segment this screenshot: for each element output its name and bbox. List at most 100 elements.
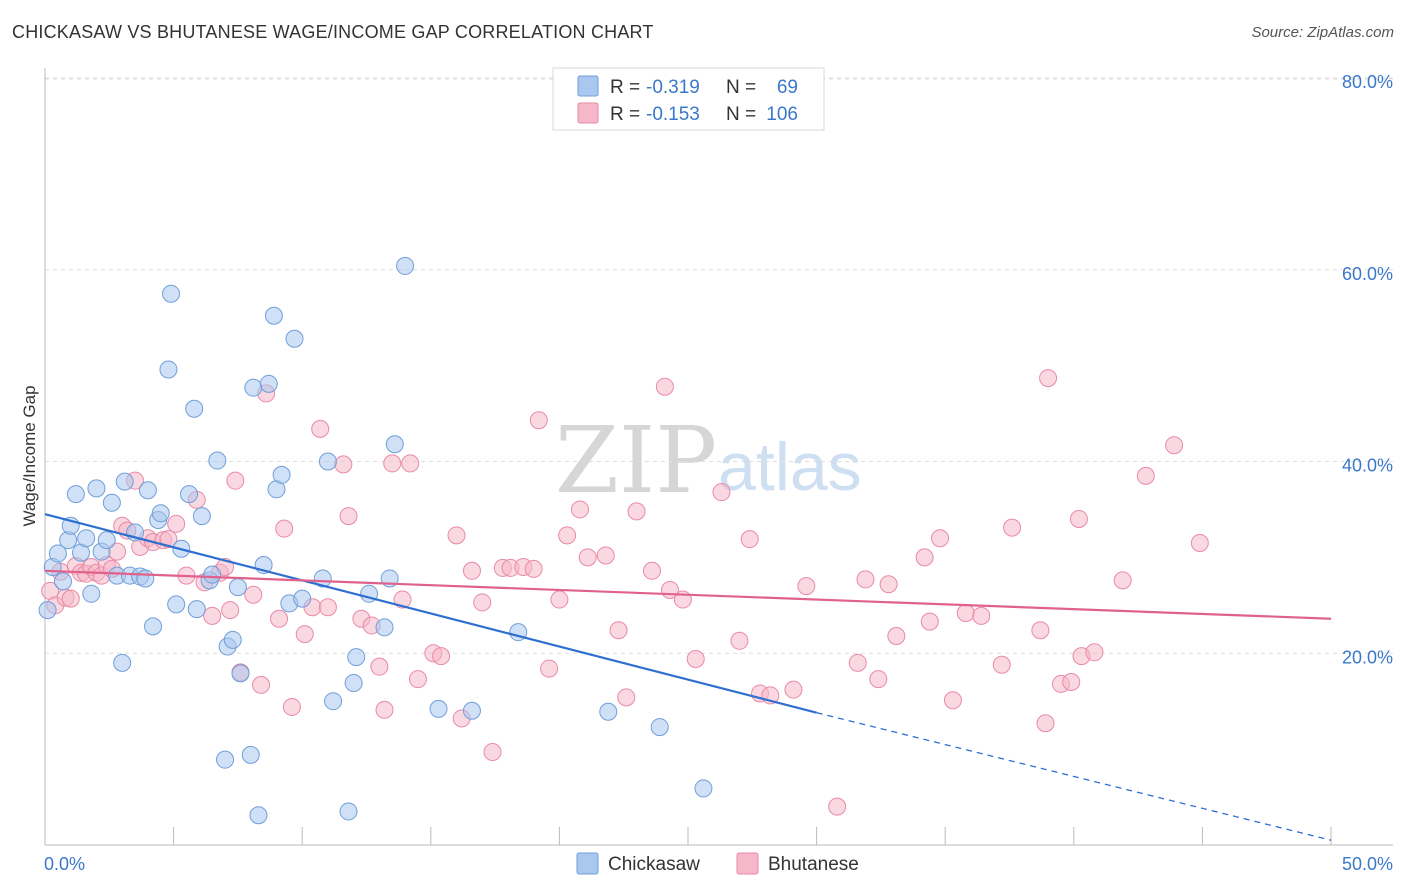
bhutanese-point [203, 606, 222, 625]
bhutanese-point [570, 500, 589, 519]
bhutanese-point [686, 650, 705, 669]
legend-chickasaw-swatch [576, 852, 599, 875]
chickasaw-point [115, 472, 134, 491]
bhutanese-point [1031, 621, 1050, 640]
legend-bhutanese-label: Bhutanese [768, 854, 859, 875]
chickasaw-point [102, 493, 121, 512]
chickasaw-point [54, 572, 73, 591]
bhutanese-point [61, 589, 80, 608]
bhutanese-point [828, 797, 847, 816]
bhutanese-point [167, 514, 186, 533]
chickasaw-trend-extension [816, 712, 1332, 841]
chickasaw-point [385, 435, 404, 454]
bhutanese-point [270, 609, 289, 628]
watermark-zip: ZIP [555, 407, 717, 514]
bhutanese-point [943, 691, 962, 710]
y-tick-label: 60.0% [1342, 264, 1393, 284]
bhutanese-point [1136, 466, 1155, 485]
bhutanese-point [655, 377, 674, 396]
bhutanese-point [1003, 518, 1022, 537]
bhutanese-point [1190, 533, 1209, 552]
bhutanese-point [282, 697, 301, 716]
chickasaw-point [241, 745, 260, 764]
chickasaw-point [285, 329, 304, 348]
legend-chickasaw-label: Chickasaw [608, 854, 700, 875]
stats-n-value-2: 106 [766, 104, 798, 125]
chickasaw-point [82, 584, 101, 603]
bhutanese-point [848, 653, 867, 672]
bhutanese-point [797, 577, 816, 596]
bhutanese-point [578, 548, 597, 567]
bhutanese-point [784, 680, 803, 699]
bhutanese-point [915, 548, 934, 567]
bhutanese-point [617, 688, 636, 707]
bhutanese-point [311, 419, 330, 438]
bhutanese-point [318, 598, 337, 617]
bhutanese-point [1165, 436, 1184, 455]
bhutanese-point [524, 559, 543, 578]
chickasaw-point [136, 569, 155, 588]
bhutanese-point [550, 590, 569, 609]
chickasaw-point [313, 569, 332, 588]
tick-labels: 20.0% 40.0% 60.0% 80.0% 0.0% 50.0% [44, 72, 1393, 874]
chickasaw-point [162, 284, 181, 303]
stats-n-label-2: N = [726, 104, 756, 125]
bhutanese-point [1113, 571, 1132, 590]
bhutanese-point [393, 590, 412, 609]
chickasaw-point [185, 399, 204, 418]
chickasaw-point [228, 578, 247, 597]
bhutanese-point [1062, 673, 1081, 692]
chickasaw-point [293, 589, 312, 608]
watermark: ZIP atlas [555, 407, 862, 514]
bhutanese-point [383, 454, 402, 473]
chickasaw-point [138, 481, 157, 500]
chickasaw-point [244, 378, 263, 397]
chickasaw-point [339, 802, 358, 821]
chickasaw-point [324, 692, 343, 711]
y-axis-title: Wage/Income Gap [20, 385, 39, 526]
bhutanese-point [334, 455, 353, 474]
chickasaw-point [694, 779, 713, 798]
y-tick-label: 40.0% [1342, 456, 1393, 476]
chickasaw-point [180, 485, 199, 504]
x-tick-label-min: 0.0% [44, 854, 85, 874]
bhutanese-point [473, 593, 492, 612]
chickasaw-point [192, 507, 211, 526]
chickasaw-point [318, 452, 337, 471]
bhutanese-point [244, 585, 263, 604]
source-credit: Source: ZipAtlas.com [1251, 24, 1394, 41]
chickasaw-point [429, 699, 448, 718]
y-tick-label: 20.0% [1342, 647, 1393, 667]
chickasaw-point [48, 544, 67, 563]
chickasaw-point [249, 806, 268, 825]
bhutanese-point [339, 507, 358, 526]
bhutanese-point [920, 612, 939, 631]
chickasaw-point [151, 504, 170, 523]
chart-title: CHICKASAW VS BHUTANESE WAGE/INCOME GAP C… [12, 22, 654, 42]
bhutanese-point [887, 626, 906, 645]
bhutanese-point [252, 675, 271, 694]
chickasaw-point [223, 630, 242, 649]
chickasaw-point [97, 531, 116, 550]
bhutanese-point [931, 529, 950, 548]
bhutanese-point [529, 411, 548, 430]
bhutanese-point [447, 526, 466, 545]
chickasaw-point [203, 565, 222, 584]
bhutanese-point [159, 530, 178, 549]
axes [44, 68, 1393, 846]
chickasaw-point [113, 653, 132, 672]
chickasaw-point [462, 701, 481, 720]
chickasaw-point [375, 618, 394, 637]
bhutanese-point [1069, 510, 1088, 529]
stats-r-value-2: -0.153 [646, 104, 700, 125]
chickasaw-point [187, 600, 206, 619]
bhutanese-point [956, 603, 975, 622]
chickasaw-point [259, 374, 278, 393]
chickasaw-point [264, 306, 283, 325]
bhutanese-swatch [577, 102, 599, 124]
chickasaw-point [599, 702, 618, 721]
chickasaw-point [650, 718, 669, 737]
chickasaw-trend-line [44, 513, 817, 714]
x-tick-label-max: 50.0% [1342, 854, 1393, 874]
chickasaw-point [144, 617, 163, 636]
